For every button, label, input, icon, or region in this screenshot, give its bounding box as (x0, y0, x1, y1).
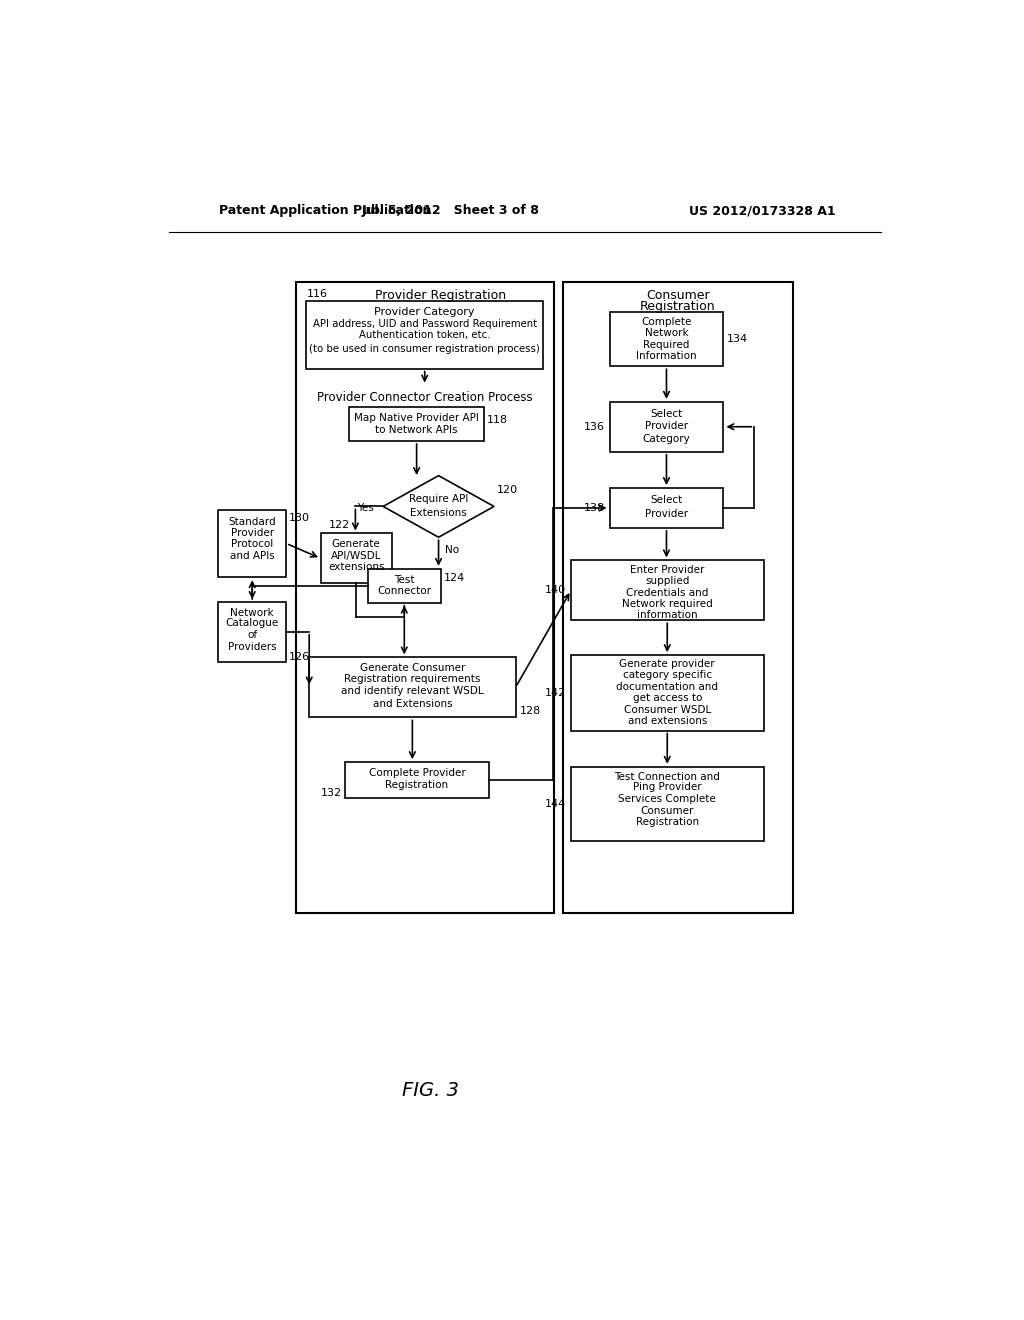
FancyBboxPatch shape (571, 560, 764, 620)
FancyBboxPatch shape (321, 533, 391, 583)
Text: 142: 142 (545, 688, 566, 698)
Text: Select: Select (650, 495, 683, 506)
Text: Generate Consumer: Generate Consumer (359, 663, 465, 673)
Text: Registration: Registration (640, 300, 716, 313)
Text: Generate provider: Generate provider (620, 659, 715, 669)
Text: 140: 140 (545, 585, 566, 595)
Text: Consumer: Consumer (646, 289, 710, 302)
Text: Provider: Provider (645, 510, 688, 519)
Text: extensions: extensions (328, 562, 384, 573)
Text: Provider: Provider (230, 528, 273, 537)
Text: Enter Provider: Enter Provider (630, 565, 705, 576)
Text: Credentials and: Credentials and (626, 587, 709, 598)
Text: Provider Registration: Provider Registration (375, 289, 506, 302)
FancyBboxPatch shape (563, 281, 793, 913)
Text: Registration: Registration (636, 817, 698, 828)
FancyBboxPatch shape (306, 301, 544, 368)
Text: Information: Information (636, 351, 696, 362)
FancyBboxPatch shape (609, 401, 724, 451)
Text: Require API: Require API (409, 494, 468, 504)
Text: Network required: Network required (622, 599, 713, 610)
Text: Registration: Registration (385, 780, 449, 791)
Text: 118: 118 (487, 414, 508, 425)
Text: Connector: Connector (377, 586, 431, 597)
Text: Protocol: Protocol (231, 539, 273, 549)
Text: to Network APIs: to Network APIs (376, 425, 458, 436)
Text: Registration requirements: Registration requirements (344, 675, 480, 684)
Text: Provider Category: Provider Category (375, 306, 475, 317)
Text: Category: Category (643, 434, 690, 444)
Text: supplied: supplied (645, 576, 689, 586)
Text: of: of (247, 630, 257, 640)
Text: 124: 124 (444, 573, 465, 583)
Text: FIG. 3: FIG. 3 (402, 1081, 460, 1100)
FancyBboxPatch shape (571, 767, 764, 841)
Text: Test: Test (394, 574, 415, 585)
Text: No: No (444, 545, 459, 554)
Text: and APIs: and APIs (229, 550, 274, 561)
Text: Yes: Yes (357, 503, 374, 513)
Text: 136: 136 (584, 422, 605, 432)
Text: Providers: Providers (228, 642, 276, 652)
Text: Complete: Complete (641, 317, 691, 327)
Text: 132: 132 (321, 788, 342, 797)
FancyBboxPatch shape (296, 281, 554, 913)
Text: Extensions: Extensions (411, 508, 467, 517)
FancyBboxPatch shape (609, 313, 724, 367)
Text: and identify relevant WSDL: and identify relevant WSDL (341, 686, 483, 696)
Text: 126: 126 (289, 652, 310, 663)
Text: 130: 130 (289, 512, 310, 523)
Text: Map Native Provider API: Map Native Provider API (354, 413, 479, 422)
FancyBboxPatch shape (309, 657, 515, 718)
Text: (to be used in consumer registration process): (to be used in consumer registration pro… (309, 343, 540, 354)
Text: Test Connection and: Test Connection and (614, 772, 720, 781)
Text: US 2012/0173328 A1: US 2012/0173328 A1 (689, 205, 836, 218)
Text: Authentication token, etc.: Authentication token, etc. (359, 330, 490, 339)
Text: Network: Network (230, 607, 274, 618)
Text: and extensions: and extensions (628, 717, 707, 726)
FancyBboxPatch shape (218, 510, 286, 577)
Text: Required: Required (643, 339, 690, 350)
Text: API address, UID and Password Requirement: API address, UID and Password Requiremen… (312, 319, 537, 329)
Text: Generate: Generate (332, 539, 381, 549)
FancyBboxPatch shape (609, 488, 724, 528)
Text: Provider: Provider (645, 421, 688, 430)
Text: Select: Select (650, 409, 683, 418)
Text: documentation and: documentation and (616, 681, 718, 692)
Text: Services Complete: Services Complete (618, 795, 716, 804)
Text: Network: Network (645, 329, 688, 338)
Text: Catalogue: Catalogue (225, 619, 279, 628)
Text: and Extensions: and Extensions (373, 698, 453, 709)
FancyBboxPatch shape (571, 655, 764, 730)
Text: Complete Provider: Complete Provider (369, 768, 465, 777)
Text: Standard: Standard (228, 517, 276, 527)
Text: 128: 128 (519, 706, 541, 715)
Text: Provider Connector Creation Process: Provider Connector Creation Process (316, 391, 532, 404)
Text: Ping Provider: Ping Provider (633, 783, 701, 792)
Text: Consumer WSDL: Consumer WSDL (624, 705, 711, 714)
Text: Consumer: Consumer (641, 805, 694, 816)
FancyBboxPatch shape (218, 602, 286, 663)
Text: category specific: category specific (623, 671, 712, 680)
Text: Jul. 5, 2012   Sheet 3 of 8: Jul. 5, 2012 Sheet 3 of 8 (361, 205, 539, 218)
Text: Patent Application Publication: Patent Application Publication (219, 205, 431, 218)
Text: 134: 134 (727, 334, 749, 345)
Text: 116: 116 (307, 289, 328, 300)
Text: get access to: get access to (633, 693, 701, 704)
Text: information: information (637, 610, 697, 620)
Text: 122: 122 (329, 520, 350, 531)
Polygon shape (383, 475, 494, 537)
FancyBboxPatch shape (345, 762, 489, 797)
FancyBboxPatch shape (349, 407, 484, 441)
Text: 144: 144 (545, 799, 566, 809)
Text: API/WSDL: API/WSDL (331, 550, 381, 561)
Text: 120: 120 (497, 484, 518, 495)
Text: 138: 138 (584, 503, 605, 513)
FancyBboxPatch shape (368, 569, 441, 603)
